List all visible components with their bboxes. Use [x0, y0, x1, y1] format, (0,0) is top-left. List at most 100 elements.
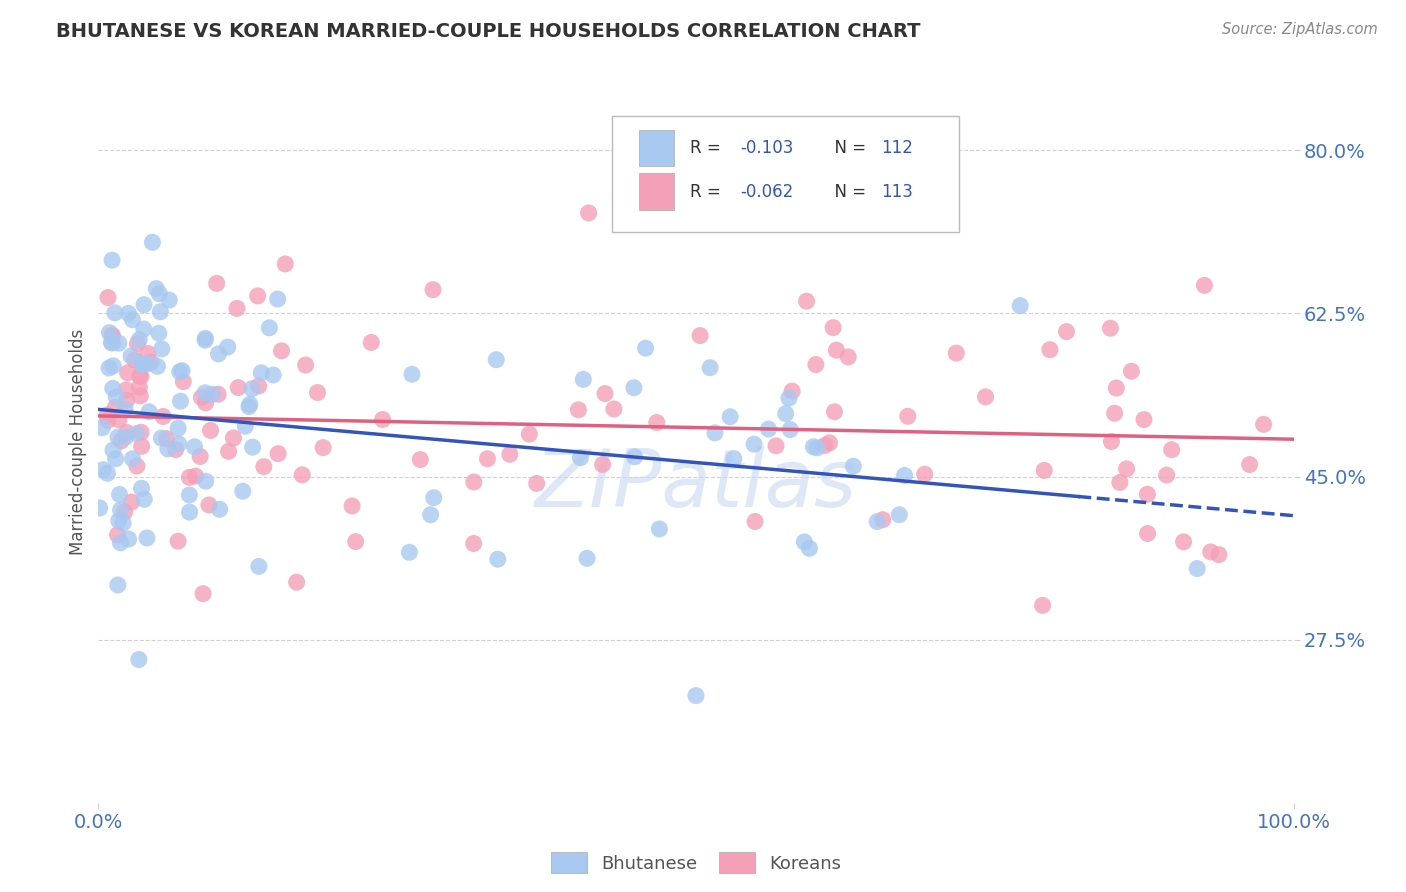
Point: [156, 432, 179, 446]
Point: [96, 467, 118, 481]
Point: [190, 391, 212, 405]
Point: [1199, 545, 1222, 559]
Point: [194, 474, 217, 488]
Point: [132, 322, 155, 336]
Point: [136, 357, 159, 371]
Point: [128, 369, 150, 384]
Point: [576, 551, 599, 566]
Point: [778, 391, 800, 405]
Point: [114, 505, 136, 519]
Point: [89, 501, 111, 516]
Point: [1133, 412, 1156, 426]
Point: [125, 458, 148, 473]
Point: [592, 458, 614, 472]
Point: [201, 387, 224, 401]
Point: [266, 292, 288, 306]
Text: 112: 112: [882, 139, 912, 157]
Point: [97, 413, 120, 427]
Point: [344, 534, 367, 549]
Point: [689, 328, 711, 343]
Point: [274, 257, 297, 271]
Point: [742, 437, 765, 451]
Point: [115, 425, 138, 440]
Point: [108, 487, 131, 501]
Point: [129, 369, 152, 384]
Point: [152, 409, 174, 424]
Text: BHUTANESE VS KOREAN MARRIED-COUPLE HOUSEHOLDS CORRELATION CHART: BHUTANESE VS KOREAN MARRIED-COUPLE HOUSE…: [56, 22, 921, 41]
Point: [170, 364, 193, 378]
Point: [307, 385, 329, 400]
Point: [127, 336, 149, 351]
Text: ZIPatlas: ZIPatlas: [534, 446, 858, 524]
Point: [723, 451, 745, 466]
Point: [125, 426, 148, 441]
Point: [117, 366, 139, 380]
Point: [101, 381, 124, 395]
Point: [194, 396, 217, 410]
Point: [371, 412, 394, 426]
Point: [136, 346, 159, 360]
Point: [120, 349, 142, 363]
Point: [239, 397, 262, 411]
Text: Source: ZipAtlas.com: Source: ZipAtlas.com: [1222, 22, 1378, 37]
Text: R =: R =: [690, 183, 725, 201]
Point: [758, 422, 780, 436]
Point: [285, 575, 308, 590]
Point: [104, 306, 127, 320]
Point: [91, 463, 114, 477]
Point: [115, 430, 138, 444]
Point: [294, 358, 316, 372]
Point: [1185, 561, 1208, 575]
Point: [150, 431, 173, 445]
Point: [101, 336, 124, 351]
Point: [823, 320, 845, 334]
Point: [889, 508, 911, 522]
Point: [117, 306, 139, 320]
Point: [569, 450, 592, 465]
Point: [463, 475, 485, 489]
Point: [814, 438, 837, 452]
Point: [1208, 548, 1230, 562]
Point: [218, 444, 240, 458]
Point: [198, 498, 221, 512]
Point: [593, 386, 616, 401]
Point: [121, 312, 143, 326]
Point: [603, 402, 626, 417]
Point: [179, 470, 201, 484]
Point: [866, 515, 889, 529]
Point: [1032, 599, 1054, 613]
Point: [103, 359, 125, 373]
Point: [1253, 417, 1275, 432]
Point: [780, 384, 803, 398]
Point: [128, 333, 150, 347]
Y-axis label: Married-couple Households: Married-couple Households: [69, 328, 87, 555]
Point: [233, 419, 256, 434]
Point: [107, 430, 129, 444]
Point: [818, 435, 841, 450]
Point: [914, 467, 936, 482]
Point: [191, 587, 214, 601]
Point: [183, 440, 205, 454]
Text: N =: N =: [824, 139, 872, 157]
Point: [104, 451, 127, 466]
Point: [270, 343, 292, 358]
Point: [842, 459, 865, 474]
Point: [138, 405, 160, 419]
Point: [146, 359, 169, 374]
Text: R =: R =: [690, 139, 725, 157]
Point: [207, 387, 229, 401]
Point: [167, 437, 190, 451]
Point: [718, 409, 741, 424]
Point: [134, 492, 156, 507]
Point: [1108, 475, 1130, 490]
Point: [145, 282, 167, 296]
Point: [360, 335, 382, 350]
Point: [100, 335, 122, 350]
Text: N =: N =: [824, 183, 872, 201]
Point: [226, 380, 249, 394]
Point: [247, 559, 270, 574]
Point: [149, 305, 172, 319]
Point: [194, 333, 217, 347]
Point: [169, 365, 191, 379]
Point: [1010, 299, 1032, 313]
